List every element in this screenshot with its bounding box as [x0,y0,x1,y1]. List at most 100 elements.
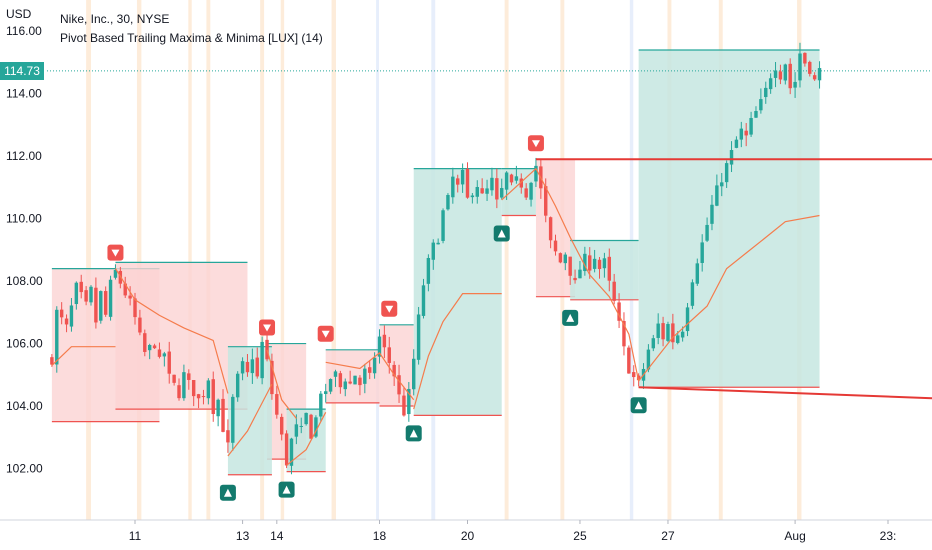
candle-body [235,373,240,398]
price-tick-label: 106.00 [6,337,43,351]
candle-body [803,52,807,64]
candlestick-series[interactable] [50,42,822,475]
candle [358,375,362,396]
candle-body [563,254,567,264]
candle-body [490,177,494,191]
symbol-title[interactable]: Nike, Inc., 30, NYSE [60,12,170,26]
down-triangle-icon [385,305,394,313]
candle [367,359,372,380]
candle [529,181,533,207]
candle [485,179,489,201]
candle-body [426,257,431,284]
candle [671,313,675,350]
candle [94,277,98,329]
candle-body [103,291,108,315]
candle [749,111,753,137]
candle [705,217,709,243]
candle-body [764,87,768,98]
candle [377,329,382,364]
candle-body [279,416,284,435]
candle [778,64,783,85]
candle [74,281,79,310]
candle [284,430,289,469]
candle [143,329,147,357]
trailing-line-9 [638,214,820,382]
candle [519,173,523,194]
candle [602,252,607,278]
time-tick-label: Aug [784,529,805,543]
maxima-marker-1 [259,319,276,336]
candle [353,375,357,385]
candle [402,386,406,417]
trailing-line-4 [286,412,327,466]
candle-body [617,302,621,321]
candle [314,415,318,439]
candle-body [265,339,269,360]
indicator-title[interactable]: Pivot Based Trailing Maxima & Minima [LU… [60,31,323,45]
candle [612,273,616,305]
candle [265,334,269,362]
minima-zone-2 [413,168,502,416]
session-band-0 [86,0,92,520]
candle-body [514,176,519,181]
candle-body [50,357,54,365]
price-axis-currency: USD [6,7,32,21]
candle-body [768,78,773,90]
session-band-1 [136,0,142,520]
down-triangle-icon [531,140,540,148]
candle [666,321,670,343]
up-triangle-icon [634,401,643,410]
candle-body [504,172,509,190]
down-triangle-icon [321,330,330,338]
candle [319,390,323,422]
up-triangle-icon [409,429,418,438]
candle [187,369,191,390]
candle [441,208,445,244]
time-tick-label: 14 [270,529,284,543]
candle [323,383,328,403]
candle-body [353,375,357,385]
candle-body [602,258,607,269]
price-tick-label: 104.00 [6,399,43,413]
candle [558,252,563,264]
candle-body [74,282,79,305]
candle [343,378,347,397]
candle [548,216,553,249]
candle-body [323,391,328,395]
candle [764,81,768,104]
minima-marker-4 [562,309,579,326]
candle-body [84,290,88,302]
candle [177,378,181,401]
candle-body [680,331,685,338]
candle [397,364,401,403]
candle [646,344,651,373]
candle [235,371,240,402]
candle-body [720,182,724,187]
candle [133,292,137,325]
candle-body [328,379,333,392]
candle [407,382,411,422]
trailing-line-3 [266,349,297,419]
candle-body [700,242,704,263]
candle-body [436,242,440,245]
candle [309,413,313,439]
price-tick-label: 112.00 [6,149,42,163]
candle-body [661,323,665,340]
candle [578,260,582,279]
minima-marker-3 [493,225,510,242]
candle-body [392,364,396,377]
candle-body [206,380,211,399]
price-tick-label: 116.00 [6,24,42,38]
candle [240,357,245,381]
candle [617,293,621,329]
candle [573,269,577,284]
candle [808,60,812,77]
candle [231,394,235,451]
trailing-line-2 [227,383,273,457]
candle-body [465,168,470,198]
candle [416,306,421,365]
candle-body [456,178,460,185]
candle [69,297,74,332]
candle-body [666,324,670,341]
